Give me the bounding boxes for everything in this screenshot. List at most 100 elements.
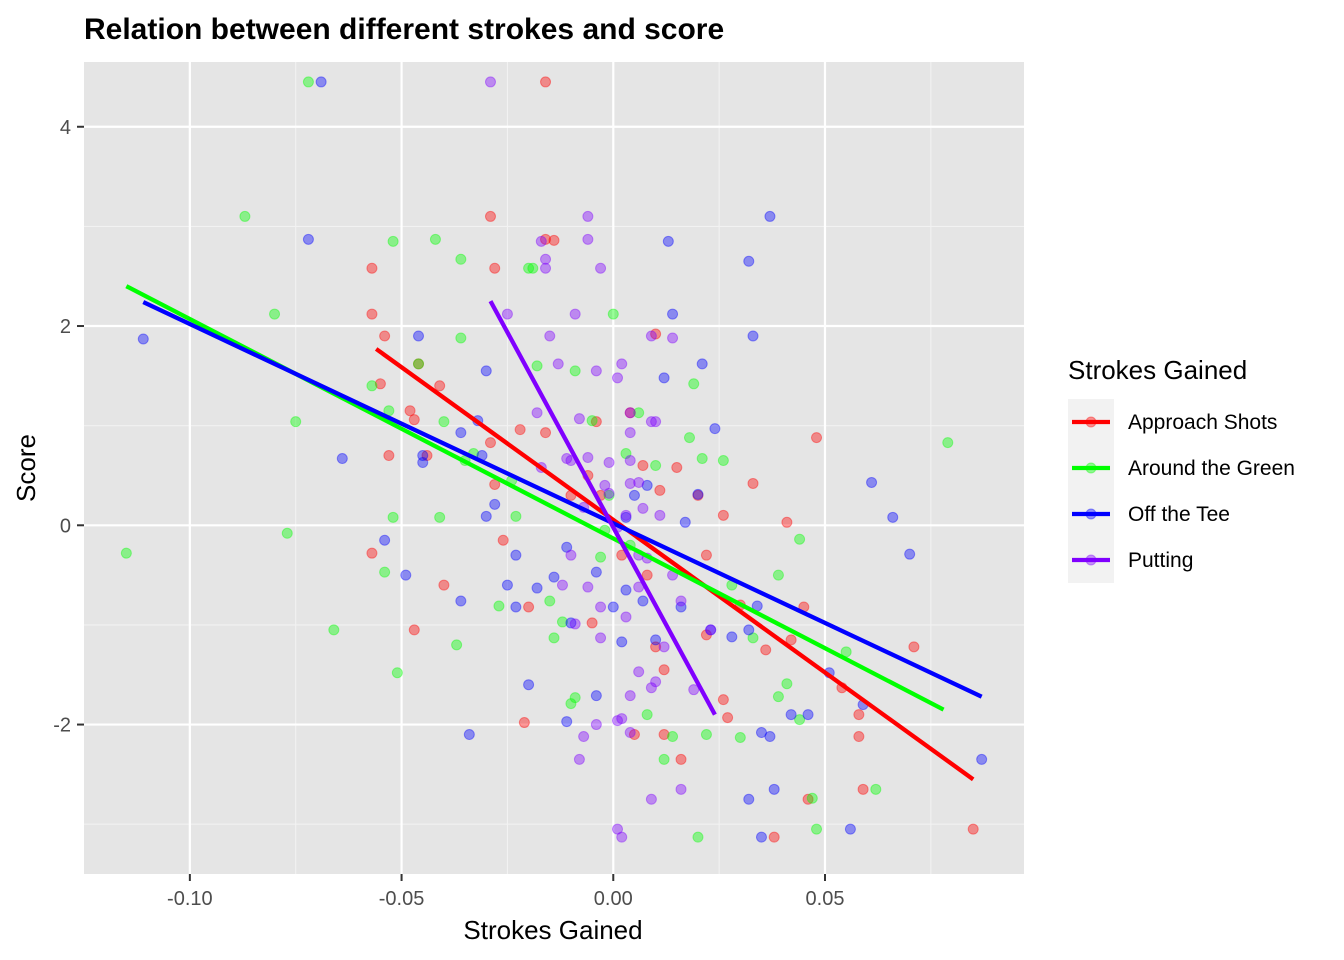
point-around-the-green bbox=[379, 566, 391, 578]
minor-gridlines bbox=[84, 62, 1024, 874]
point-around-the-green bbox=[667, 731, 679, 743]
legend-label: Approach Shots bbox=[1128, 411, 1277, 434]
point-approach-shots bbox=[586, 617, 598, 629]
point-off-the-tee bbox=[620, 511, 632, 523]
point-around-the-green bbox=[794, 533, 806, 545]
point-around-the-green bbox=[781, 678, 793, 690]
point-putting bbox=[544, 330, 556, 342]
legend-title: Strokes Gained bbox=[1068, 355, 1247, 385]
point-approach-shots bbox=[717, 694, 729, 706]
legend-key-point bbox=[1085, 416, 1097, 428]
point-approach-shots bbox=[700, 629, 712, 641]
point-putting bbox=[616, 358, 628, 370]
point-approach-shots bbox=[421, 450, 433, 462]
point-around-the-green bbox=[595, 551, 607, 563]
point-putting bbox=[654, 509, 666, 521]
point-around-the-green bbox=[942, 437, 954, 449]
point-around-the-green bbox=[527, 262, 539, 274]
point-approach-shots bbox=[540, 427, 552, 439]
point-putting bbox=[645, 330, 657, 342]
trend-line-approach-shots bbox=[374, 347, 975, 782]
legend-key-point bbox=[1085, 508, 1097, 520]
point-putting bbox=[595, 601, 607, 613]
point-putting bbox=[650, 416, 662, 428]
point-around-the-green bbox=[683, 432, 695, 444]
point-putting bbox=[633, 666, 645, 678]
point-around-the-green bbox=[548, 632, 560, 644]
point-putting bbox=[484, 76, 496, 88]
point-off-the-tee bbox=[628, 489, 640, 501]
point-off-the-tee bbox=[904, 548, 916, 560]
point-approach-shots bbox=[374, 378, 386, 390]
point-off-the-tee bbox=[455, 595, 467, 607]
point-off-the-tee bbox=[480, 365, 492, 377]
major-gridlines bbox=[84, 62, 1024, 874]
point-off-the-tee bbox=[667, 308, 679, 320]
point-off-the-tee bbox=[802, 709, 814, 721]
point-around-the-green bbox=[870, 783, 882, 795]
point-around-the-green bbox=[586, 415, 598, 427]
point-putting bbox=[624, 427, 636, 439]
point-approach-shots bbox=[366, 308, 378, 320]
legend-item-putting: Putting bbox=[1068, 537, 1193, 583]
point-off-the-tee bbox=[692, 488, 704, 500]
point-putting bbox=[658, 641, 670, 653]
point-around-the-green bbox=[607, 308, 619, 320]
point-off-the-tee bbox=[523, 679, 535, 691]
legend-key-point bbox=[1085, 554, 1097, 566]
point-around-the-green bbox=[556, 616, 568, 628]
point-off-the-tee bbox=[480, 510, 492, 522]
point-around-the-green bbox=[747, 632, 759, 644]
point-off-the-tee bbox=[336, 453, 348, 465]
point-approach-shots bbox=[408, 414, 420, 426]
point-off-the-tee bbox=[302, 233, 314, 245]
point-approach-shots bbox=[590, 416, 602, 428]
point-putting bbox=[616, 713, 628, 725]
point-off-the-tee bbox=[607, 601, 619, 613]
legend-label: Around the Green bbox=[1128, 457, 1295, 480]
y-tick-label: 4 bbox=[60, 117, 71, 139]
point-around-the-green bbox=[523, 262, 535, 274]
point-approach-shots bbox=[408, 624, 420, 636]
point-around-the-green bbox=[269, 308, 281, 320]
point-putting bbox=[645, 416, 657, 428]
point-putting bbox=[624, 407, 636, 419]
x-axis-title: Strokes Gained bbox=[463, 915, 642, 945]
point-putting bbox=[590, 365, 602, 377]
point-approach-shots bbox=[658, 729, 670, 741]
point-around-the-green bbox=[650, 460, 662, 472]
point-approach-shots bbox=[853, 709, 865, 721]
point-approach-shots bbox=[540, 76, 552, 88]
point-approach-shots bbox=[717, 509, 729, 521]
point-putting bbox=[624, 477, 636, 489]
point-putting bbox=[603, 487, 615, 499]
point-approach-shots bbox=[366, 547, 378, 559]
point-around-the-green bbox=[239, 210, 251, 222]
y-tick-label: 2 bbox=[60, 316, 71, 338]
point-putting bbox=[569, 618, 581, 630]
point-putting bbox=[573, 413, 585, 425]
chart-title: Relation between different strokes and s… bbox=[84, 13, 724, 46]
point-approach-shots bbox=[650, 328, 662, 340]
point-approach-shots bbox=[654, 484, 666, 496]
point-approach-shots bbox=[637, 460, 649, 472]
point-putting bbox=[616, 831, 628, 843]
point-putting bbox=[620, 509, 632, 521]
point-off-the-tee bbox=[637, 595, 649, 607]
point-approach-shots bbox=[624, 407, 636, 419]
point-off-the-tee bbox=[510, 549, 522, 561]
point-off-the-tee bbox=[785, 709, 797, 721]
point-approach-shots bbox=[650, 641, 662, 653]
legend-label: Putting bbox=[1128, 549, 1193, 572]
x-tick-label: 0.05 bbox=[806, 888, 845, 910]
point-putting bbox=[612, 372, 624, 384]
trend-line-off-the-tee bbox=[142, 300, 983, 699]
legend-item-approach-shots: Approach Shots bbox=[1068, 399, 1277, 445]
point-putting bbox=[688, 684, 700, 696]
point-off-the-tee bbox=[455, 427, 467, 439]
legend-key-point bbox=[1085, 462, 1097, 474]
point-off-the-tee bbox=[400, 569, 412, 581]
point-off-the-tee bbox=[590, 566, 602, 578]
